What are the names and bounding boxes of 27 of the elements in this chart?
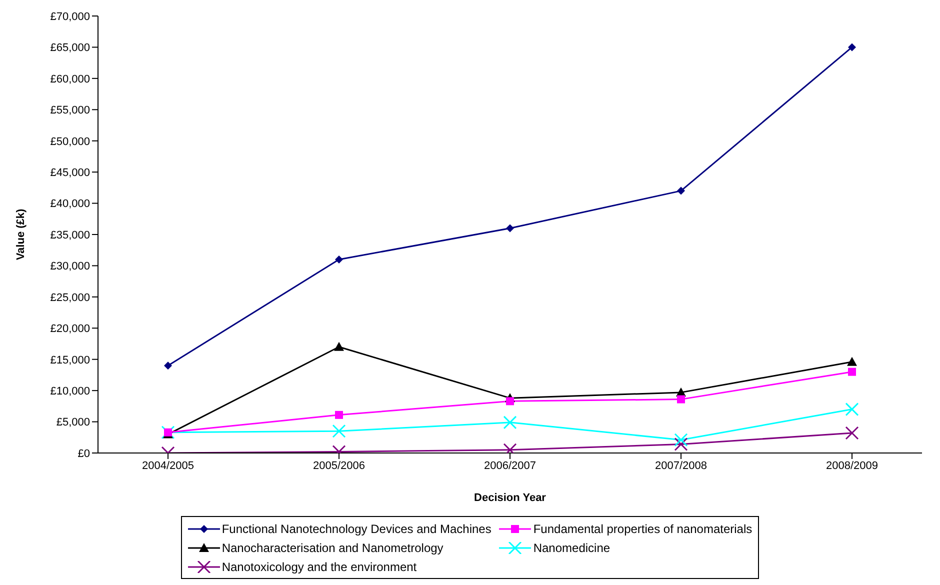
y-tick-label: £65,000 [50,42,90,54]
x-tick-label: 2008/2009 [826,460,878,472]
y-axis-title: Value (£k) [14,208,27,260]
y-tick-label: £55,000 [50,104,90,117]
x-tick-label: 2004/2005 [142,460,194,472]
y-tick-label: £35,000 [50,229,90,242]
y-tick-label: £70,000 [50,10,90,23]
y-tick-label: £20,000 [50,323,90,336]
legend-label: Fundamental properties of nanomaterials [533,522,752,536]
x-tick-label: 2007/2008 [655,460,707,472]
y-tick-label: £25,000 [50,292,90,304]
x-tick-label: 2006/2007 [484,460,536,472]
legend-label: Nanomedicine [533,540,610,554]
y-tick-label: £15,000 [50,354,90,366]
y-tick-label: £0 [78,448,90,460]
y-tick-label: £5,000 [56,416,90,429]
x-axis-title: Decision Year [474,492,547,504]
y-tick-label: £30,000 [50,260,90,273]
legend-label: Nanocharacterisation and Nanometrology [222,540,444,554]
legend-label: Functional Nanotechnology Devices and Machines [222,522,492,536]
y-tick-label: £50,000 [50,136,90,148]
y-tick-label: £10,000 [50,385,90,398]
legend-label: Nanotoxicology and the environment [222,560,417,574]
y-tick-label: £45,000 [50,166,90,179]
x-tick-label: 2005/2006 [313,460,365,472]
y-tick-label: £60,000 [50,73,90,86]
y-tick-label: £40,000 [50,198,90,210]
